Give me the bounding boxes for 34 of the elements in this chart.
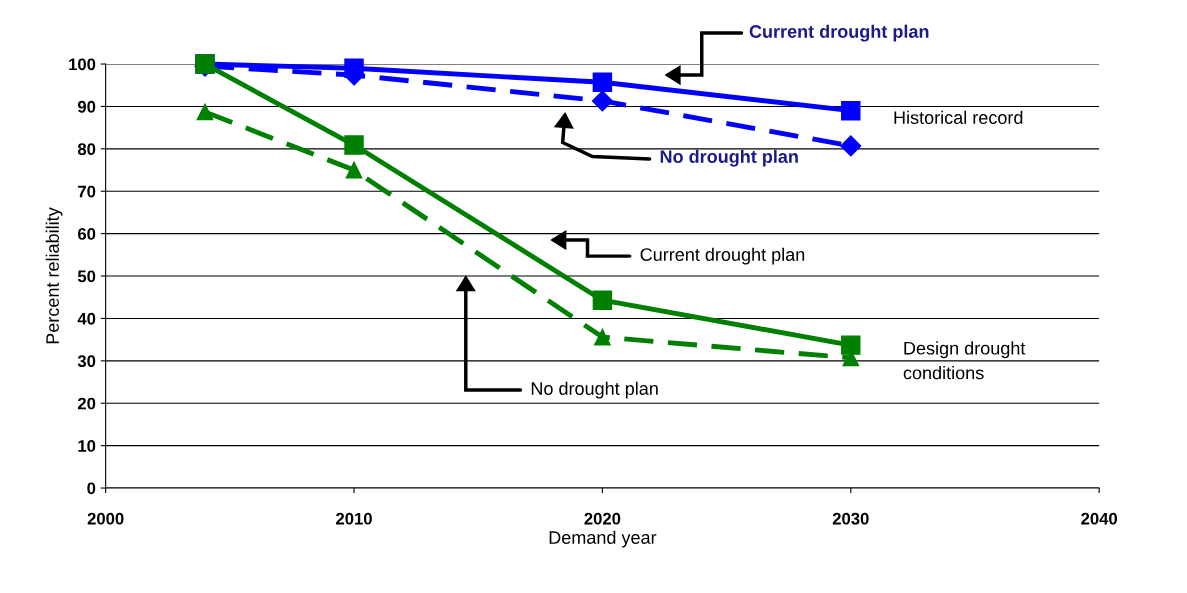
x-tick-label: 2040 bbox=[1081, 512, 1118, 525]
y-tick-label: 100 bbox=[69, 58, 96, 71]
annotation: No drought plan bbox=[660, 149, 798, 167]
y-tick-label: 30 bbox=[77, 355, 96, 368]
point bbox=[840, 135, 862, 157]
point bbox=[591, 90, 613, 112]
y-tick-label: 80 bbox=[77, 143, 96, 156]
x-axis-title: Demand year bbox=[549, 530, 657, 548]
annotation: Current drought plan bbox=[640, 247, 805, 265]
x-tick-label: 2000 bbox=[87, 512, 124, 525]
point bbox=[196, 103, 214, 121]
y-axis-title: Percent reliability bbox=[45, 207, 63, 344]
y-tick-label: 50 bbox=[77, 270, 96, 283]
annotation: No drought plan bbox=[531, 381, 658, 399]
point bbox=[841, 335, 861, 355]
point bbox=[344, 135, 364, 155]
x-tick-label: 2020 bbox=[584, 512, 621, 525]
y-tick-label: 0 bbox=[87, 482, 96, 495]
y-tick-label: 20 bbox=[77, 397, 96, 410]
y-tick-label: 60 bbox=[77, 228, 96, 240]
point bbox=[594, 328, 611, 346]
y-tick-label: 90 bbox=[77, 100, 96, 113]
y-tick-label: 70 bbox=[78, 185, 96, 198]
point bbox=[841, 100, 861, 121]
point bbox=[592, 290, 613, 310]
point bbox=[592, 72, 613, 92]
text: Current drought plan bbox=[749, 24, 929, 42]
x-tick-label: 2010 bbox=[336, 512, 372, 525]
y-tick-label: 40 bbox=[77, 312, 96, 325]
point bbox=[345, 161, 363, 179]
annotation: Design drought conditions bbox=[903, 341, 1026, 380]
y-tick-label: 10 bbox=[78, 440, 96, 452]
x-tick-label: 2030 bbox=[832, 512, 869, 525]
annotation: Historical record bbox=[894, 110, 1023, 125]
